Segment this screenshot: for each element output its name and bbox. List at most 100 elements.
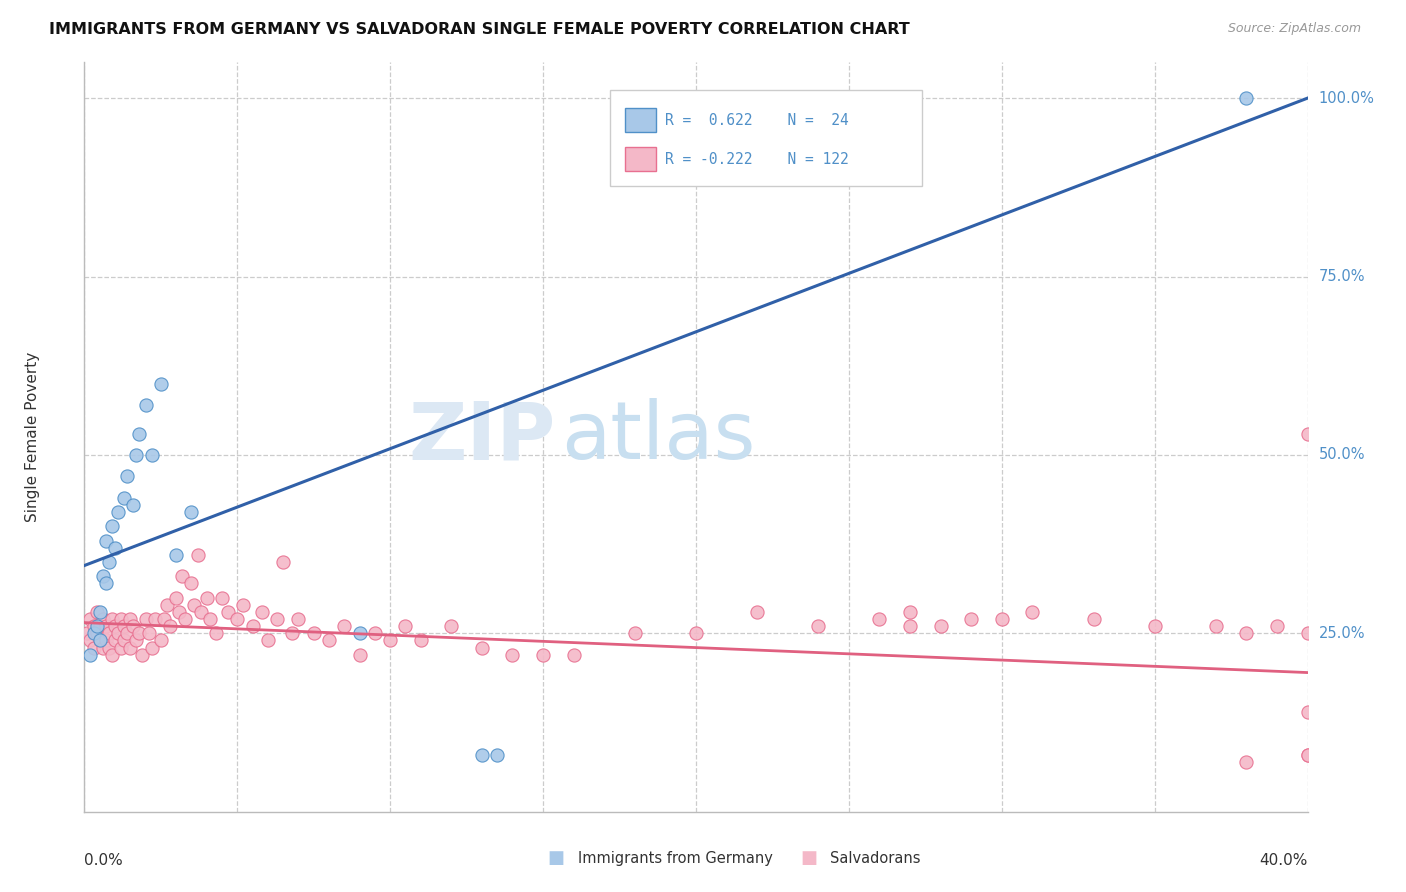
Point [91, 569, 114, 583]
Point [138, 626, 160, 640]
Point [79, 633, 101, 648]
Point [562, 648, 585, 662]
Point [685, 626, 707, 640]
Point [89, 619, 111, 633]
Text: 100.0%: 100.0% [1319, 91, 1375, 105]
Text: 75.0%: 75.0% [1319, 269, 1365, 284]
Point [79, 612, 101, 626]
Point [1296, 747, 1319, 762]
Point [101, 519, 124, 533]
Point [141, 640, 163, 655]
Point [898, 619, 921, 633]
Point [1236, 626, 1258, 640]
Point [104, 633, 127, 648]
Point [94, 576, 117, 591]
Point [128, 626, 150, 640]
Point [83, 640, 105, 655]
Point [502, 648, 524, 662]
Point [531, 648, 554, 662]
Point [101, 648, 124, 662]
Point [76, 626, 98, 640]
Point [107, 626, 129, 640]
Point [83, 626, 105, 640]
Point [143, 612, 166, 626]
Point [125, 633, 148, 648]
Point [94, 633, 117, 648]
Point [172, 569, 194, 583]
Text: 50.0%: 50.0% [1319, 448, 1365, 462]
Point [302, 626, 325, 640]
Point [898, 605, 921, 619]
Point [97, 626, 120, 640]
Text: Source: ZipAtlas.com: Source: ZipAtlas.com [1227, 22, 1361, 36]
Point [471, 640, 494, 655]
Point [991, 612, 1014, 626]
Point [86, 605, 108, 619]
Point [211, 591, 233, 605]
Point [112, 633, 135, 648]
Point [86, 626, 108, 640]
Point [153, 612, 176, 626]
Point [1236, 91, 1258, 105]
Point [198, 612, 221, 626]
Point [471, 747, 494, 762]
Point [135, 398, 157, 412]
Point [94, 533, 117, 548]
Point [271, 555, 294, 569]
Text: Immigrants from Germany: Immigrants from Germany [578, 851, 773, 865]
Point [394, 619, 416, 633]
Point [120, 612, 142, 626]
Text: ■: ■ [800, 849, 817, 867]
Point [409, 633, 432, 648]
Text: Single Female Poverty: Single Female Poverty [25, 352, 41, 522]
Text: ■: ■ [547, 849, 564, 867]
Point [960, 612, 983, 626]
Point [318, 633, 340, 648]
Point [89, 605, 111, 619]
Point [1296, 626, 1319, 640]
Point [156, 598, 179, 612]
Point [747, 605, 769, 619]
Point [94, 619, 117, 633]
Point [486, 747, 509, 762]
Point [195, 591, 218, 605]
Point [242, 619, 264, 633]
Point [165, 548, 187, 562]
Point [149, 633, 172, 648]
Point [281, 626, 304, 640]
Point [190, 605, 212, 619]
Point [104, 619, 127, 633]
Point [167, 605, 190, 619]
Point [1236, 755, 1258, 769]
Point [1143, 619, 1166, 633]
Point [122, 619, 145, 633]
Point [624, 626, 647, 640]
Point [91, 612, 114, 626]
Point [266, 612, 288, 626]
Point [112, 619, 135, 633]
Point [165, 591, 187, 605]
Point [257, 633, 280, 648]
Point [1021, 605, 1043, 619]
Point [110, 640, 132, 655]
Text: R =  0.622    N =  24: R = 0.622 N = 24 [665, 112, 849, 128]
Point [364, 626, 387, 640]
Point [1296, 426, 1319, 441]
Point [1083, 612, 1105, 626]
Point [97, 555, 120, 569]
Point [287, 612, 309, 626]
Point [89, 633, 111, 648]
Point [115, 469, 138, 483]
FancyBboxPatch shape [626, 147, 655, 171]
Point [183, 598, 205, 612]
Point [1296, 747, 1319, 762]
Point [226, 612, 249, 626]
Point [349, 648, 371, 662]
Point [83, 619, 105, 633]
Point [380, 633, 402, 648]
Point [110, 612, 132, 626]
Point [250, 605, 273, 619]
Text: R = -0.222    N = 122: R = -0.222 N = 122 [665, 152, 849, 167]
Point [807, 619, 830, 633]
Point [125, 448, 148, 462]
